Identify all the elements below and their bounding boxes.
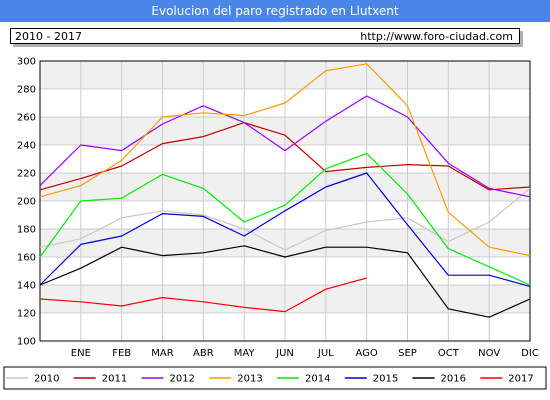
legend-box	[3, 366, 547, 390]
x-tick-label: FEB	[112, 348, 131, 359]
series-line-2012	[39, 95, 531, 198]
series-line-2010	[39, 187, 531, 251]
legend-label-2017: 2017	[508, 374, 533, 385]
series-line-2014	[39, 152, 531, 286]
y-tick-label: 180	[17, 225, 36, 236]
x-tick-label: OCT	[438, 348, 460, 359]
y-tick-label: 240	[17, 141, 36, 152]
y-tick-label: 200	[17, 197, 36, 208]
legend-label-2011: 2011	[102, 374, 127, 385]
legend-label-2014: 2014	[305, 374, 330, 385]
legend-label-2015: 2015	[373, 374, 398, 385]
legend-label-2012: 2012	[170, 374, 195, 385]
info-bar: 2010 - 2017 http://www.foro-ciudad.com	[10, 28, 520, 44]
series-line-2011	[39, 121, 531, 191]
y-tick-label: 300	[17, 57, 36, 68]
legend-label-2013: 2013	[237, 374, 262, 385]
x-tick-label: DIC	[521, 348, 539, 359]
series-line-2016	[39, 245, 531, 318]
x-tick-label: MAR	[151, 348, 173, 359]
x-tick-label: JUL	[317, 348, 334, 359]
y-tick-label: 140	[17, 281, 36, 292]
x-tick-label: JUN	[275, 348, 294, 359]
plot-border	[39, 60, 531, 342]
site-url[interactable]: http://www.foro-ciudad.com	[360, 30, 513, 43]
y-tick-label: 220	[17, 169, 36, 180]
y-tick-label: 260	[17, 113, 36, 124]
series-line-2015	[39, 172, 531, 287]
chart-title: Evolucion del paro registrado en Llutxen…	[0, 0, 550, 22]
legend-label-2016: 2016	[441, 374, 466, 385]
x-tick-label: MAY	[234, 348, 256, 359]
x-tick-label: SEP	[398, 348, 417, 359]
y-tick-label: 120	[17, 309, 36, 320]
x-tick-label: AGO	[356, 348, 378, 359]
y-tick-label: 160	[17, 253, 36, 264]
y-tick-label: 100	[17, 337, 36, 348]
y-tick-label: 280	[17, 85, 36, 96]
year-range-label: 2010 - 2017	[15, 30, 82, 43]
x-tick-label: ABR	[193, 348, 214, 359]
series-line-2013	[39, 63, 531, 257]
x-tick-label: ENE	[71, 348, 91, 359]
x-tick-label: NOV	[478, 348, 500, 359]
legend-label-2010: 2010	[34, 374, 59, 385]
series-line-2017	[39, 277, 367, 313]
